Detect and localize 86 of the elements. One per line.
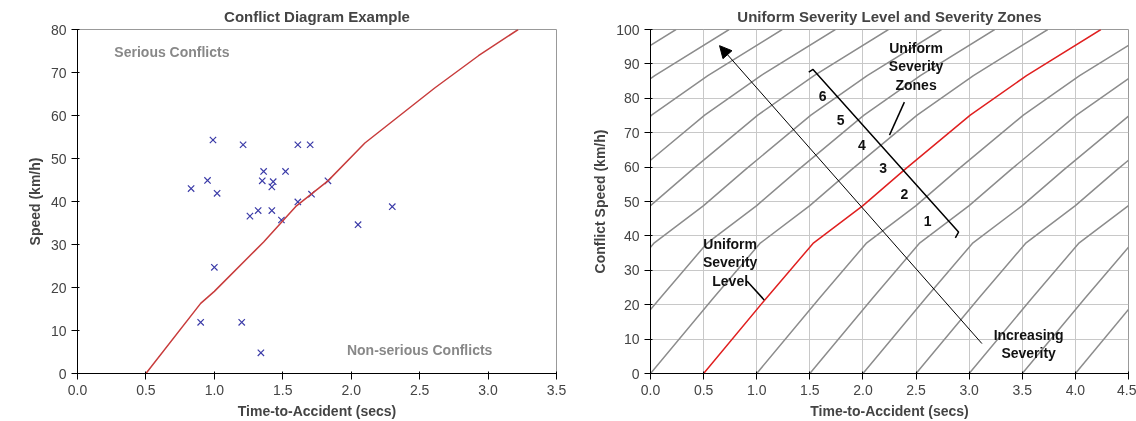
x-tick-label: 3.0 [478, 381, 499, 398]
line-series [702, 29, 1102, 374]
line-series [968, 204, 1129, 374]
point [281, 167, 290, 176]
line-series [809, 77, 1129, 374]
y-tick-label: 20 [50, 279, 67, 296]
x-tick-label: 0.0 [67, 381, 88, 398]
line-series [650, 29, 837, 161]
y-tick-label: 100 [616, 21, 640, 38]
y-tick-label: 70 [50, 64, 67, 81]
point [258, 177, 267, 185]
annotation: Uniform Severity Zones [888, 39, 944, 93]
x-tick-label: 2.5 [409, 381, 430, 398]
point [354, 220, 362, 229]
point [294, 198, 302, 206]
point [268, 183, 276, 191]
x-tick-label: 1.5 [800, 381, 820, 398]
annotation: Increasing Severity [993, 327, 1064, 362]
line-series [915, 159, 1129, 374]
x-tick-label: 1.5 [273, 381, 293, 398]
point [277, 216, 286, 224]
x-tick-label: 3.0 [959, 381, 980, 398]
y-tick-label: 80 [623, 90, 640, 107]
chart-title: Uniform Severity Level and Severity Zones [737, 7, 1042, 25]
line-series [650, 29, 996, 311]
y-tick-label: 70 [623, 124, 640, 141]
x-axis-title: Time-to-Accident (secs) [237, 402, 397, 419]
x-tick-label: 3.5 [1012, 381, 1033, 398]
x-tick-label: 0.0 [640, 381, 661, 398]
y-tick-label: 30 [623, 262, 640, 279]
y-tick-label: 10 [623, 331, 640, 348]
y-tick-label: 80 [50, 21, 67, 38]
x-tick-label: 1.0 [204, 381, 225, 398]
y-tick-label: 50 [50, 150, 67, 167]
x-tick-label: 0.5 [693, 381, 714, 398]
annotation: 6 [818, 87, 827, 104]
point [294, 140, 302, 149]
point [210, 263, 219, 272]
x-tick-label: 2.0 [853, 381, 873, 398]
y-tick-label: 60 [50, 107, 67, 124]
annotation: Non-serious Conflicts [346, 341, 493, 358]
line-series [650, 29, 890, 207]
point [388, 202, 397, 211]
y-tick-label: 60 [623, 159, 640, 176]
x-axis-title: Time-to-Accident (secs) [810, 402, 969, 419]
annotation: Uniform Severity Level [702, 235, 758, 289]
x-tick-label: 1.0 [746, 381, 767, 398]
x-tick-label: 4.0 [1065, 381, 1086, 398]
point [239, 140, 247, 149]
point [254, 206, 262, 215]
point [187, 184, 195, 193]
y-tick-label: 0 [631, 365, 640, 382]
annotation: 5 [836, 111, 845, 128]
point [203, 176, 212, 185]
y-tick-label: 40 [623, 227, 640, 244]
y-axis-title: Speed (km/h) [26, 157, 43, 246]
point [213, 189, 221, 198]
annotation: Serious Conflicts [114, 43, 230, 60]
annotation: 3 [879, 160, 888, 177]
x-tick-label: 2.5 [906, 381, 926, 398]
point [268, 206, 276, 215]
y-tick-label: 30 [50, 236, 67, 253]
y-tick-label: 50 [623, 193, 640, 210]
line-series [650, 29, 943, 248]
annotation: 2 [900, 185, 909, 202]
line-series [650, 29, 783, 117]
y-tick-label: 10 [50, 322, 67, 339]
x-tick-label: 3.5 [546, 381, 567, 398]
annotation: 4 [857, 137, 866, 154]
x-tick-label: 0.5 [136, 381, 156, 398]
point [259, 167, 268, 176]
y-axis-title: Conflict Speed (km/h) [592, 129, 609, 274]
chart-title: Conflict Diagram Example [224, 7, 410, 25]
y-tick-label: 40 [50, 193, 67, 210]
point [257, 349, 265, 357]
x-tick-label: 4.5 [1117, 381, 1136, 398]
y-tick-label: 0 [58, 365, 67, 382]
point [237, 318, 246, 327]
y-tick-label: 20 [623, 296, 640, 313]
point [269, 177, 277, 186]
x-tick-label: 2.0 [341, 381, 362, 398]
point [306, 140, 314, 149]
y-tick-label: 90 [623, 55, 640, 72]
annotation: 1 [923, 212, 932, 229]
line-series [755, 44, 1129, 374]
point [196, 318, 205, 327]
